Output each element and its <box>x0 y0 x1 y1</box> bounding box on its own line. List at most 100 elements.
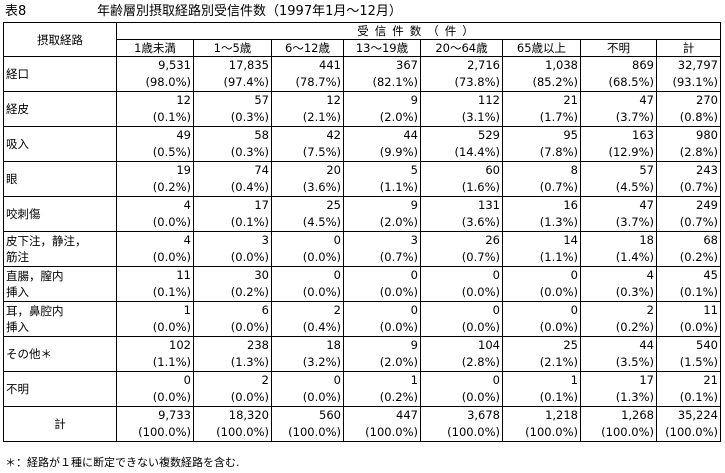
cell-count: 0 <box>570 268 578 282</box>
data-cell: 0 (0.0%) <box>271 231 344 267</box>
data-cell: 3 (0.7%) <box>343 231 421 267</box>
cell-count: 60 <box>485 163 500 177</box>
cell-percent: (0.4%) <box>230 180 269 194</box>
row-label-line: 不明 <box>6 382 29 396</box>
cell-percent: (3.6%) <box>302 180 341 194</box>
cell-count: 42 <box>326 128 341 142</box>
cell-percent: (0.2%) <box>230 285 269 299</box>
data-cell: 2 (0.2%) <box>580 301 657 337</box>
data-cell: 45 (0.1%) <box>656 266 721 302</box>
cell-count: 25 <box>563 338 578 352</box>
data-cell: 16 (1.3%) <box>502 196 581 232</box>
cell-count: 9,531 <box>158 58 191 72</box>
row-label-line: 筋注 <box>6 250 29 264</box>
cell-count: 1,268 <box>621 408 654 422</box>
data-cell: 243 (0.7%) <box>656 161 721 197</box>
cell-count: 9 <box>410 93 418 107</box>
cell-count: 0 <box>183 373 191 387</box>
cell-count: 8 <box>570 163 578 177</box>
cell-count: 95 <box>563 128 578 142</box>
cell-percent: (7.5%) <box>302 145 341 159</box>
cell-percent: (14.4%) <box>454 145 500 159</box>
cell-percent: (0.2%) <box>679 250 718 264</box>
cell-percent: (0.0%) <box>679 320 718 334</box>
data-cell: 32,797 (93.1%) <box>656 56 721 92</box>
cell-count: 44 <box>403 128 418 142</box>
data-cell: 30 (0.2%) <box>193 266 272 302</box>
cell-count: 1,038 <box>545 58 578 72</box>
cell-count: 45 <box>703 268 718 282</box>
cell-count: 58 <box>254 128 269 142</box>
cell-count: 1 <box>570 373 578 387</box>
data-cell: 0 (0.0%) <box>343 301 421 337</box>
row-label: 不明 <box>3 371 117 407</box>
cell-percent: (2.1%) <box>539 355 578 369</box>
cell-percent: (1.6%) <box>461 180 500 194</box>
cell-percent: (100.0%) <box>601 425 654 439</box>
data-cell: 1,218 (100.0%) <box>502 406 581 442</box>
row-label-line: 経皮 <box>6 102 29 116</box>
cell-percent: (3.2%) <box>302 355 341 369</box>
cell-count: 1 <box>410 373 418 387</box>
table-title: 年齢層別摂取経路別受信件数（1997年1月～12月） <box>97 4 402 19</box>
cell-count: 17 <box>639 373 654 387</box>
data-cell: 18 (1.4%) <box>580 231 657 267</box>
cell-count: 0 <box>410 268 418 282</box>
cell-count: 447 <box>396 408 418 422</box>
cell-count: 869 <box>632 58 654 72</box>
cell-count: 0 <box>333 233 341 247</box>
cell-percent: (4.5%) <box>302 215 341 229</box>
table-row: 経口 9,531 (98.0%) 17,835 (97.4%) 441 (78.7%) 367… <box>3 56 721 92</box>
cell-percent: (0.0%) <box>539 285 578 299</box>
data-cell: 270 (0.8%) <box>656 91 721 127</box>
data-cell: 20 (3.6%) <box>271 161 344 197</box>
cell-count: 21 <box>563 93 578 107</box>
cell-count: 21 <box>703 373 718 387</box>
cell-count: 2 <box>646 303 654 317</box>
cell-count: 3 <box>410 233 418 247</box>
data-cell: 1 (0.1%) <box>502 371 581 407</box>
data-cell: 18,320 (100.0%) <box>193 406 272 442</box>
data-cell: 44 (3.5%) <box>580 336 657 372</box>
data-cell: 44 (9.9%) <box>343 126 421 162</box>
data-cell: 17 (0.1%) <box>193 196 272 232</box>
cell-count: 16 <box>563 198 578 212</box>
data-cell: 131 (3.6%) <box>420 196 503 232</box>
cell-percent: (0.2%) <box>152 180 191 194</box>
data-cell: 1 (0.2%) <box>343 371 421 407</box>
table-row: 皮下注，静注， 筋注 4 (0.0%) 3 (0.0%) 0 (0.0%) 3 (0.7%) 26 (… <box>3 231 721 267</box>
data-cell: 26 (0.7%) <box>420 231 503 267</box>
cell-percent: (2.0%) <box>379 355 418 369</box>
data-cell: 2 (0.4%) <box>271 301 344 337</box>
data-cell: 238 (1.3%) <box>193 336 272 372</box>
data-cell: 57 (0.3%) <box>193 91 272 127</box>
cell-percent: (1.4%) <box>615 250 654 264</box>
cell-percent: (1.3%) <box>539 215 578 229</box>
cell-percent: (98.0%) <box>145 75 191 89</box>
data-cell: 58 (0.3%) <box>193 126 272 162</box>
footnote: ＊：経路が１種に断定できない複数経路を含む. <box>5 456 240 469</box>
row-label-line: その他＊ <box>6 347 52 361</box>
cell-percent: (0.0%) <box>302 285 341 299</box>
cell-count: 102 <box>169 338 191 352</box>
data-cell: 4 (0.3%) <box>580 266 657 302</box>
cell-percent: (0.1%) <box>679 390 718 404</box>
cell-count: 2,716 <box>467 58 500 72</box>
table-caption: 表8 年齢層別摂取経路別受信件数（1997年1月～12月） <box>5 2 720 22</box>
table-row: 耳，鼻腔内 挿入 1 (0.0%) 6 (0.0%) 2 (0.4%) 0 (0.0%) 0 (0.0… <box>3 301 721 337</box>
data-cell: 60 (1.6%) <box>420 161 503 197</box>
cell-percent: (0.8%) <box>679 110 718 124</box>
cell-count: 540 <box>696 338 718 352</box>
row-label: 眼 <box>3 161 117 197</box>
data-cell: 21 (1.7%) <box>502 91 581 127</box>
cell-count: 5 <box>410 163 418 177</box>
row-label: 計 <box>3 406 117 442</box>
cell-percent: (85.2%) <box>532 75 578 89</box>
data-cell: 12 (0.1%) <box>116 91 194 127</box>
cell-percent: (1.1%) <box>539 250 578 264</box>
data-cell: 0 (0.0%) <box>116 371 194 407</box>
cell-count: 238 <box>247 338 269 352</box>
data-cell: 560 (100.0%) <box>271 406 344 442</box>
data-cell: 447 (100.0%) <box>343 406 421 442</box>
cell-percent: (0.0%) <box>230 250 269 264</box>
